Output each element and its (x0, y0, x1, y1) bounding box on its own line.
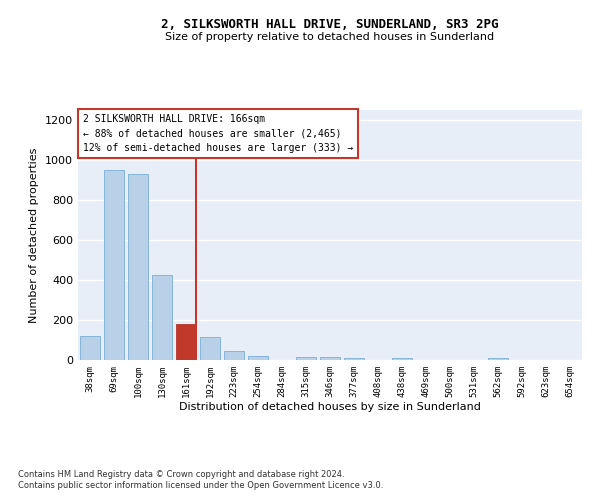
Bar (104, 170, 124, 360)
Text: Contains HM Land Registry data © Crown copyright and database right 2024.: Contains HM Land Registry data © Crown c… (18, 470, 344, 479)
Text: Size of property relative to detached houses in Sunderland: Size of property relative to detached ho… (166, 32, 494, 42)
Bar (152, 275, 172, 360)
Bar (176, 324, 196, 360)
Bar (248, 356, 268, 360)
Text: Contains public sector information licensed under the Open Government Licence v3: Contains public sector information licen… (18, 481, 383, 490)
Bar (296, 357, 316, 360)
Bar (392, 358, 412, 360)
Bar (128, 174, 148, 360)
Bar (320, 357, 340, 360)
Text: 2 SILKSWORTH HALL DRIVE: 166sqm
← 88% of detached houses are smaller (2,465)
12%: 2 SILKSWORTH HALL DRIVE: 166sqm ← 88% of… (83, 114, 353, 154)
Bar (176, 324, 196, 360)
Bar (344, 358, 364, 360)
Y-axis label: Number of detached properties: Number of detached properties (29, 148, 40, 322)
Text: Distribution of detached houses by size in Sunderland: Distribution of detached houses by size … (179, 402, 481, 412)
Bar (224, 351, 244, 360)
Bar (80, 336, 100, 360)
Text: 2, SILKSWORTH HALL DRIVE, SUNDERLAND, SR3 2PG: 2, SILKSWORTH HALL DRIVE, SUNDERLAND, SR… (161, 18, 499, 30)
Bar (488, 358, 508, 360)
Bar (200, 337, 220, 360)
